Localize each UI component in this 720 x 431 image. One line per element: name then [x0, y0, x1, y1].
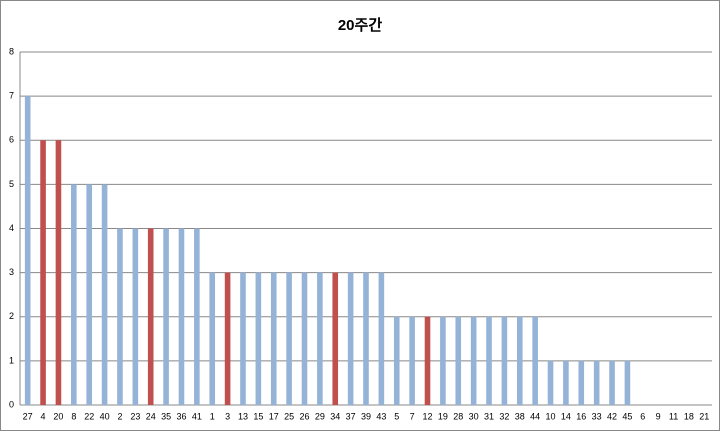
x-tick-label: 26	[299, 411, 309, 421]
bar	[86, 184, 92, 405]
x-tick-label: 44	[530, 411, 540, 421]
bar	[593, 360, 600, 405]
bar	[547, 360, 554, 405]
x-tick-label: 18	[684, 411, 694, 421]
chart-title: 20주간	[338, 17, 382, 34]
x-tick-label: 6	[640, 411, 645, 421]
bar	[563, 360, 569, 405]
y-tick-label: 2	[9, 311, 14, 321]
bar	[409, 316, 415, 405]
x-tick-label: 2	[117, 411, 122, 421]
bar	[71, 184, 77, 405]
bar	[194, 228, 200, 405]
bar	[209, 272, 216, 405]
x-tick-label: 39	[361, 411, 371, 421]
bar	[270, 272, 277, 405]
bar	[486, 316, 492, 405]
bar	[516, 316, 523, 405]
bar	[501, 316, 508, 405]
x-tick-label: 12	[423, 411, 433, 421]
x-tick-label: 42	[607, 411, 617, 421]
x-tick-label: 3	[225, 411, 230, 421]
bar	[317, 272, 323, 405]
bar	[440, 316, 446, 405]
y-tick-label: 4	[9, 223, 14, 233]
y-tick-label: 0	[9, 399, 14, 409]
x-tick-label: 4	[41, 411, 46, 421]
x-tick-label: 8	[71, 411, 76, 421]
x-tick-label: 10	[546, 411, 556, 421]
bar	[24, 96, 31, 405]
x-tick-label: 16	[576, 411, 586, 421]
bar	[163, 228, 169, 405]
bar	[363, 272, 369, 405]
x-tick-label: 43	[376, 411, 386, 421]
x-tick-label: 34	[330, 411, 340, 421]
x-tick-label: 38	[515, 411, 525, 421]
x-tick-label: 24	[146, 411, 156, 421]
x-tick-label: 23	[130, 411, 140, 421]
bar	[393, 316, 400, 405]
x-tick-label: 31	[484, 411, 494, 421]
bar	[424, 316, 431, 405]
bar	[532, 316, 538, 405]
bar	[240, 272, 246, 405]
x-tick-label: 41	[192, 411, 202, 421]
x-tick-label: 20	[53, 411, 63, 421]
x-tick-label: 9	[656, 411, 661, 421]
bar	[470, 316, 477, 405]
bar	[55, 140, 62, 405]
bar	[132, 228, 139, 405]
x-tick-label: 32	[499, 411, 509, 421]
bar	[624, 360, 631, 405]
bar	[378, 272, 385, 405]
x-tick-label: 21	[699, 411, 709, 421]
bar	[224, 272, 231, 405]
x-tick-label: 30	[469, 411, 479, 421]
bar	[117, 228, 123, 405]
x-tick-label: 1	[210, 411, 215, 421]
bar	[609, 360, 615, 405]
bar	[347, 272, 354, 405]
x-tick-label: 36	[176, 411, 186, 421]
bar	[301, 272, 308, 405]
x-tick-label: 45	[622, 411, 632, 421]
y-tick-label: 6	[9, 135, 14, 145]
x-tick-label: 29	[315, 411, 325, 421]
x-tick-label: 25	[284, 411, 294, 421]
bar	[255, 272, 262, 405]
x-tick-label: 33	[592, 411, 602, 421]
x-tick-label: 19	[438, 411, 448, 421]
x-tick-label: 15	[253, 411, 263, 421]
x-tick-label: 37	[346, 411, 356, 421]
bar	[332, 272, 339, 405]
bar	[578, 360, 585, 405]
x-tick-label: 17	[269, 411, 279, 421]
x-tick-label: 35	[161, 411, 171, 421]
bar	[40, 140, 46, 405]
y-tick-label: 8	[9, 46, 14, 56]
x-tick-label: 40	[100, 411, 110, 421]
y-tick-label: 1	[9, 355, 14, 365]
x-tick-label: 13	[238, 411, 248, 421]
x-tick-label: 28	[453, 411, 463, 421]
y-tick-label: 7	[9, 91, 14, 101]
y-tick-label: 5	[9, 179, 14, 189]
bar	[455, 316, 462, 405]
y-tick-label: 3	[9, 267, 14, 277]
x-tick-label: 11	[669, 411, 678, 421]
bar	[286, 272, 292, 405]
x-tick-label: 5	[394, 411, 399, 421]
x-tick-label: 22	[84, 411, 94, 421]
x-tick-label: 7	[410, 411, 415, 421]
bar	[101, 184, 108, 405]
bar	[178, 228, 185, 405]
bar	[147, 228, 154, 405]
x-tick-label: 27	[23, 411, 33, 421]
x-tick-label: 14	[561, 411, 571, 421]
